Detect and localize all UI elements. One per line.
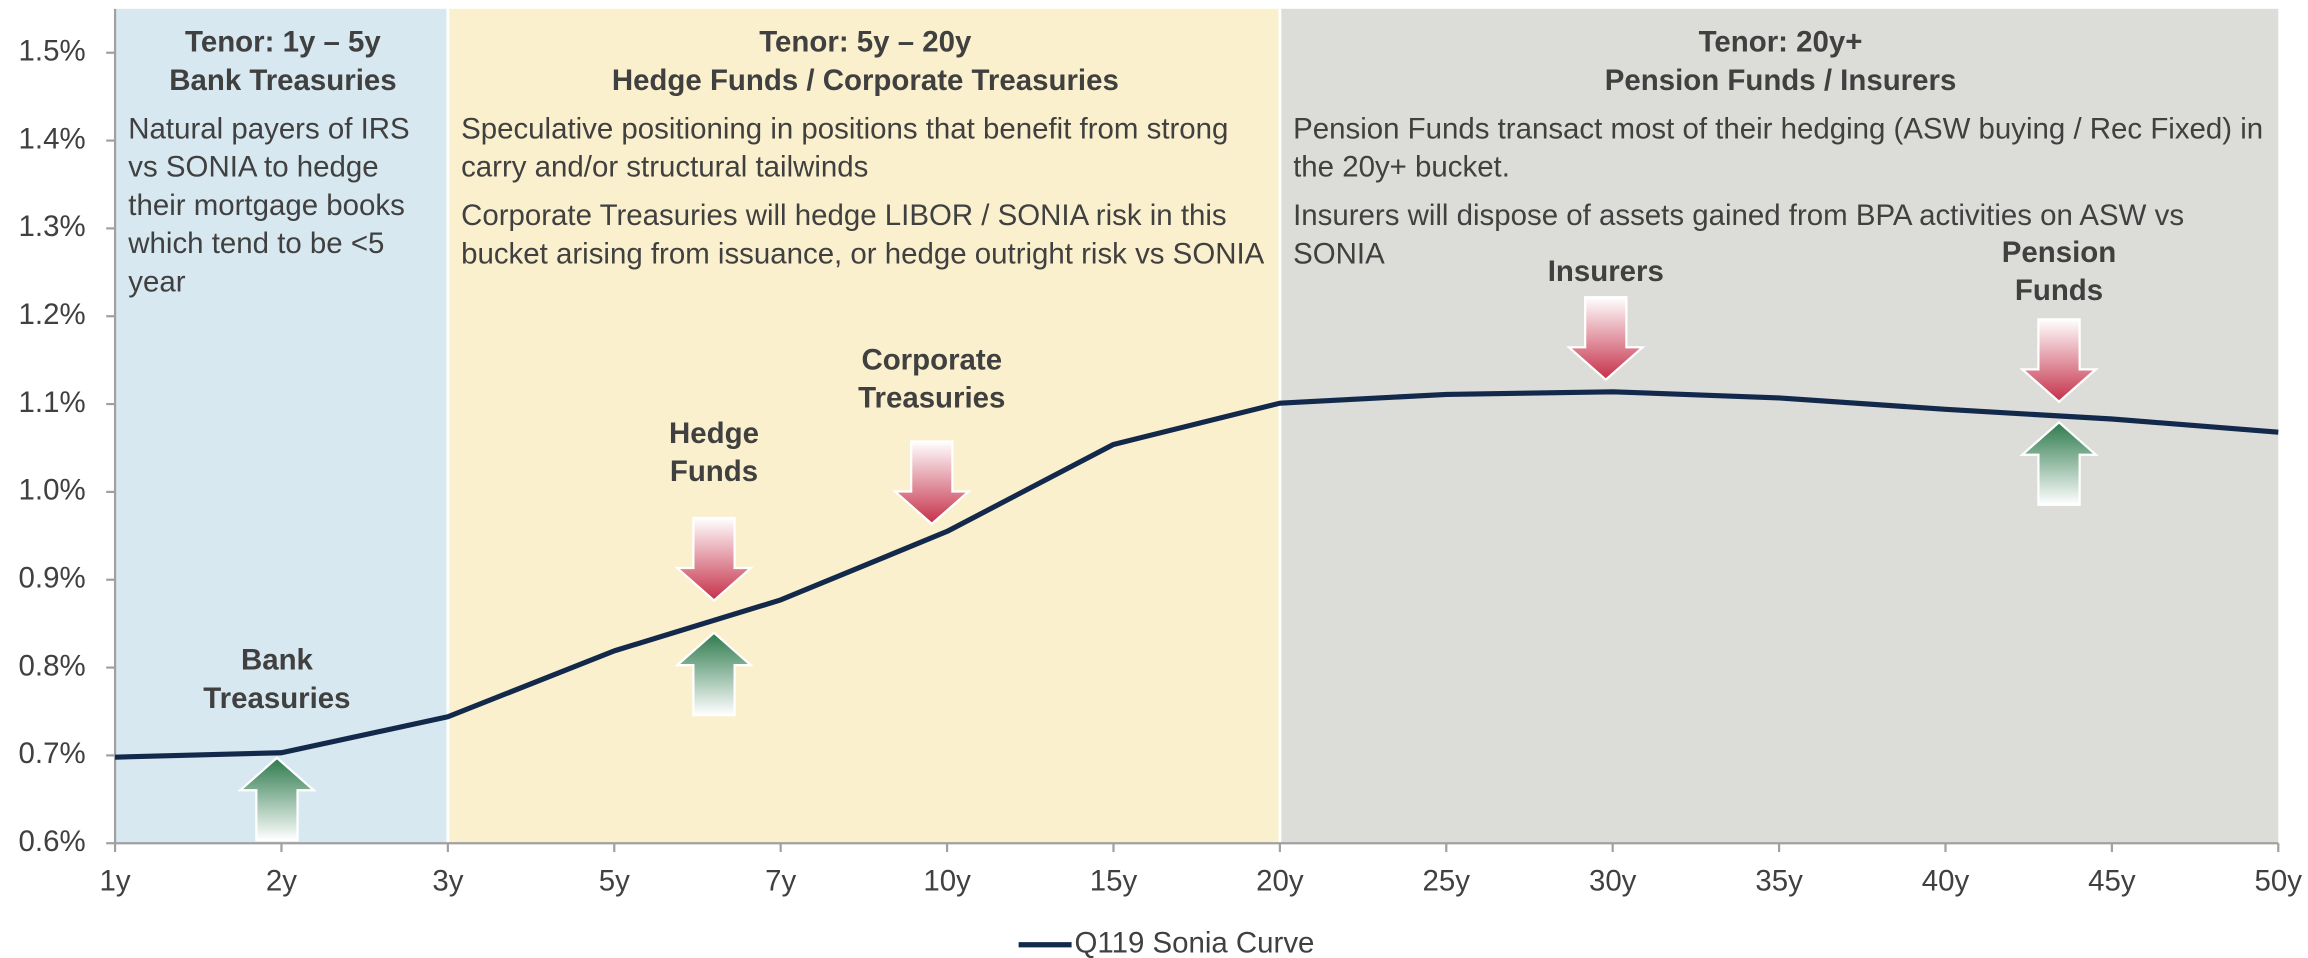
region-box: Tenor: 5y – 20y Hedge Funds / Corporate T… — [461, 24, 1269, 274]
x-tick-label: 2y — [266, 865, 297, 898]
annotation-label: Corporate Treasuries — [858, 344, 1006, 415]
series-line — [114, 389, 2279, 760]
legend-label: Q119 Sonia Curve — [1075, 927, 1315, 958]
x-tick-label: 7y — [765, 865, 796, 898]
region-paragraph: Pension Funds transact most of their hed… — [1293, 113, 2264, 184]
arrow-down — [1566, 296, 1646, 382]
x-tick-label: 30y — [1589, 865, 1637, 898]
y-tick-label: 1.1% — [19, 386, 86, 419]
region-subtitle: Hedge Funds / Corporate Treasuries — [611, 64, 1119, 98]
x-tick-label: 35y — [1755, 865, 1803, 898]
annotation: Pension Funds — [2001, 236, 2117, 308]
region-box: Tenor: 20y+ Pension Funds / Insurers Pensi… — [1293, 24, 2268, 274]
y-tick-label: 1.2% — [19, 298, 86, 331]
x-tick-label: 45y — [2088, 865, 2136, 898]
arrow-up — [674, 631, 754, 717]
y-tick-label: 1.4% — [19, 122, 86, 155]
region-paragraph: Natural payers of IRS vs SONIA to hedge … — [128, 113, 410, 299]
x-tick-label: 10y — [923, 865, 971, 898]
annotation: Hedge Funds — [669, 417, 759, 489]
annotation: Bank Treasuries — [203, 644, 351, 716]
y-tick-label: 1.0% — [19, 474, 86, 507]
region-band — [1279, 8, 2279, 844]
y-tick-label: 1.3% — [19, 210, 86, 243]
y-tick-label: 0.6% — [19, 825, 86, 858]
region-title: Tenor: 5y – 20y — [759, 26, 972, 59]
region-box: Tenor: 1y – 5y Bank Treasuries Natural pay… — [128, 24, 437, 302]
region-text: Tenor: 5y – 20y Hedge Funds / Corporate T… — [461, 24, 1269, 274]
arrow-down — [674, 516, 754, 602]
x-tick-label: 5y — [599, 865, 630, 898]
region-paragraph: Speculative positioning in positions tha… — [461, 113, 1229, 184]
region-text: Tenor: 1y – 5y Bank Treasuries Natural pay… — [128, 24, 437, 302]
region-subtitle: Bank Treasuries — [169, 64, 397, 98]
annotation: Corporate Treasuries — [858, 344, 1006, 415]
region-paragraph: Insurers will dispose of assets gained f… — [1293, 200, 2185, 271]
region-title: Tenor: 20y+ — [1698, 26, 1863, 59]
x-tick-label: 1y — [100, 865, 131, 898]
annotation-label: Insurers — [1547, 256, 1664, 289]
region-text: Tenor: 20y+ Pension Funds / Insurers Pensi… — [1293, 24, 2268, 274]
x-tick-label: 15y — [1090, 865, 1138, 898]
y-tick-label: 0.9% — [19, 562, 86, 595]
arrow-down — [2019, 318, 2099, 404]
region-band — [447, 8, 1280, 844]
arrow-up — [237, 756, 317, 842]
x-tick-label: 20y — [1256, 865, 1304, 898]
annotation-label: Pension Funds — [2001, 236, 2117, 308]
x-tick-label: 3y — [432, 865, 463, 898]
region-title: Tenor: 1y – 5y — [185, 26, 381, 59]
y-tick-label: 0.7% — [19, 737, 86, 770]
region-band — [115, 8, 448, 844]
x-tick-label: 50y — [2255, 865, 2303, 898]
annotation-label: Bank Treasuries — [203, 644, 351, 716]
y-tick-label: 0.8% — [19, 649, 86, 682]
arrow-down — [892, 440, 972, 526]
annotation-label: Hedge Funds — [669, 417, 759, 489]
x-tick-label: 40y — [1922, 865, 1970, 898]
region-paragraph: Corporate Treasuries will hedge LIBOR / … — [461, 200, 1265, 271]
y-tick-label: 1.5% — [19, 35, 86, 68]
region-subtitle: Pension Funds / Insurers — [1604, 64, 1957, 98]
annotation: Insurers — [1547, 256, 1664, 289]
arrow-up — [2019, 420, 2099, 506]
x-tick-label: 25y — [1423, 865, 1471, 898]
